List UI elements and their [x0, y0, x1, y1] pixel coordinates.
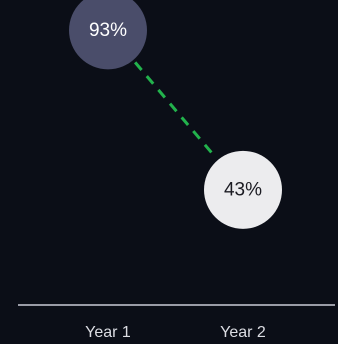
data-point-year-2: [204, 150, 282, 229]
x-tick-label-2: Year 2: [220, 324, 266, 341]
data-label-year-1: 93%: [89, 20, 127, 41]
change-connector-line: [133, 61, 218, 159]
x-tick-label-1: Year 1: [85, 324, 131, 341]
data-label-year-2: 43%: [224, 179, 262, 200]
data-point-year-1: [69, 0, 147, 70]
